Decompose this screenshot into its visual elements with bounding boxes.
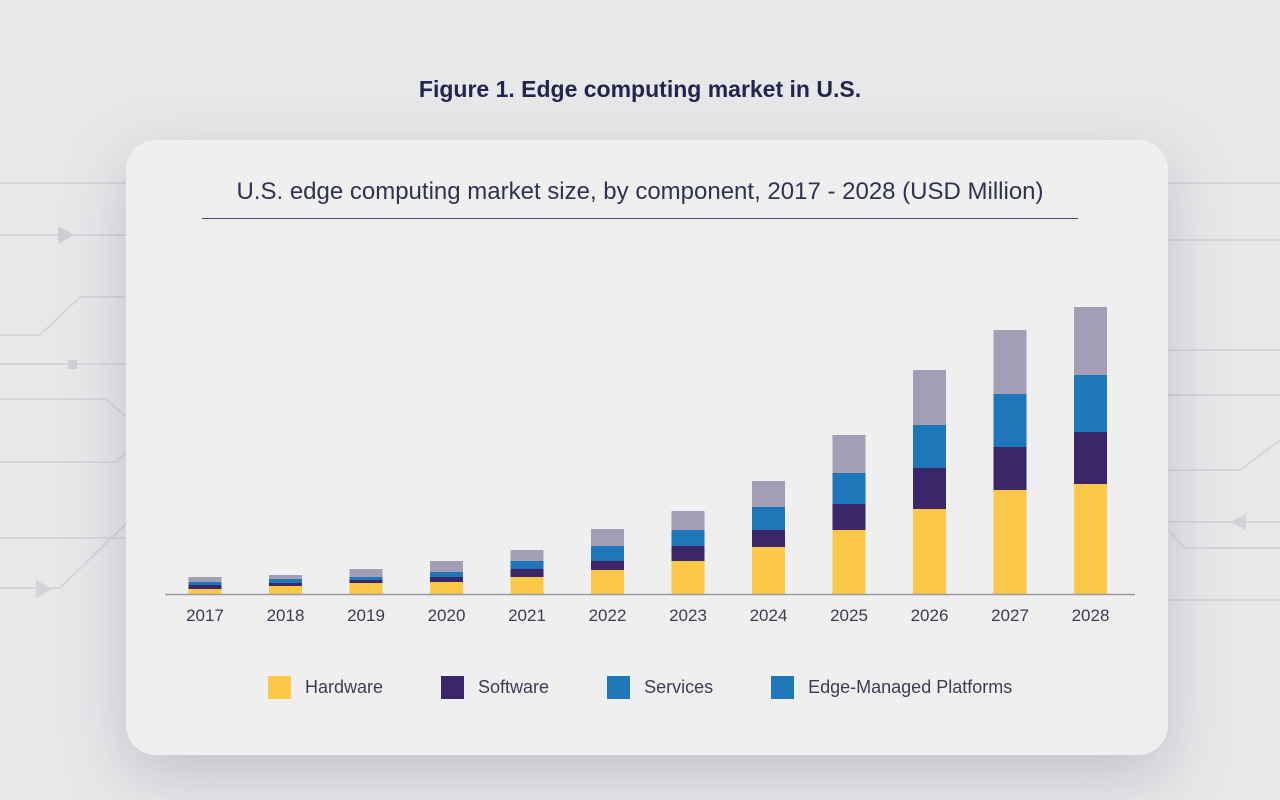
chart-card: U.S. edge computing market size, by comp… [126, 140, 1168, 755]
bar-segment-hardware-2019 [349, 583, 383, 594]
bar-segment-hardware-2020 [430, 582, 463, 594]
bar-segment-edge-managed-platforms-2028 [1074, 307, 1107, 375]
x-tick-label: 2025 [830, 606, 868, 625]
bar-segment-hardware-2018 [269, 586, 302, 594]
bar-segment-services-2024 [752, 507, 785, 530]
bar-segment-edge-managed-platforms-2020 [430, 561, 463, 572]
x-tick-label: 2021 [508, 606, 546, 625]
bar-segment-software-2021 [510, 569, 544, 577]
bar-segment-services-2017 [188, 582, 222, 585]
figure-title: Figure 1. Edge computing market in U.S. [418, 76, 862, 102]
legend-swatch [441, 676, 465, 699]
bar-segment-software-2025 [832, 504, 866, 530]
bar-segment-edge-managed-platforms-2025 [832, 435, 866, 473]
x-tick-label: 2019 [347, 606, 385, 625]
bar-segment-hardware-2021 [510, 577, 544, 594]
bar-segment-hardware-2022 [591, 570, 624, 594]
legend-item-services: Services [607, 676, 713, 699]
legend-label: Services [644, 677, 714, 697]
x-tick-label: 2017 [186, 606, 224, 625]
bar-segment-hardware-2028 [1074, 484, 1107, 594]
bar-segment-software-2020 [430, 577, 463, 582]
bar-segment-services-2018 [269, 579, 302, 583]
x-tick-label: 2027 [991, 606, 1029, 625]
chart-title: U.S. edge computing market size, by comp… [202, 178, 1078, 219]
bar-segment-software-2028 [1074, 432, 1107, 484]
legend-item-edge-managed-platforms: Edge-Managed Platforms [771, 676, 1012, 699]
legend-swatch [268, 676, 291, 699]
bar-segment-software-2018 [269, 583, 302, 586]
bar-segment-software-2024 [752, 530, 785, 547]
x-tick-label: 2022 [589, 606, 627, 625]
legend-item-software: Software [441, 676, 549, 699]
x-tick-label: 2028 [1072, 606, 1110, 625]
x-tick-label: 2018 [267, 606, 305, 625]
legend: Hardware Software Services Edge-Managed … [268, 676, 1070, 699]
bar-segment-services-2023 [671, 530, 705, 546]
legend-swatch [771, 676, 795, 699]
legend-item-hardware: Hardware [268, 676, 383, 699]
bar-segment-edge-managed-platforms-2024 [752, 481, 785, 507]
bar-segment-software-2026 [913, 468, 946, 509]
x-tick-label: 2023 [669, 606, 707, 625]
bar-segment-software-2022 [591, 561, 624, 570]
x-tick-label: 2024 [750, 606, 788, 625]
stacked-bar-chart: 2017 2018 2019 2020 2021 2022 2023 2024 2025 2026… [165, 307, 1135, 625]
bar-segment-software-2019 [349, 580, 383, 583]
legend-label: Edge-Managed Platforms [808, 677, 1013, 697]
bar-segment-hardware-2025 [832, 530, 866, 594]
bar-segment-hardware-2026 [913, 509, 946, 594]
bar-segment-hardware-2027 [993, 490, 1027, 594]
bar-segment-edge-managed-platforms-2027 [993, 330, 1027, 394]
bar-segment-edge-managed-platforms-2019 [349, 569, 383, 577]
bar-segment-hardware-2024 [752, 547, 785, 594]
bar-segment-services-2027 [993, 394, 1027, 447]
bar-segment-services-2025 [832, 473, 866, 504]
bar-segment-services-2021 [510, 561, 544, 569]
bar-segment-services-2022 [591, 546, 624, 561]
bar-segment-hardware-2023 [671, 561, 705, 594]
x-tick-label: 2020 [428, 606, 466, 625]
legend-swatch [607, 676, 631, 699]
bar-segment-software-2027 [993, 447, 1027, 490]
bar-segment-software-2017 [188, 585, 222, 589]
bar-segment-edge-managed-platforms-2022 [591, 529, 624, 546]
bar-segment-services-2019 [349, 577, 383, 580]
bar-segment-services-2028 [1074, 375, 1107, 432]
bar-segment-edge-managed-platforms-2026 [913, 370, 946, 425]
bar-segment-hardware-2017 [188, 589, 222, 594]
bar-segment-software-2023 [671, 546, 705, 561]
bar-segment-edge-managed-platforms-2017 [188, 577, 222, 582]
bar-segment-services-2026 [913, 425, 946, 468]
legend-label: Hardware [305, 677, 384, 697]
bar-segment-edge-managed-platforms-2018 [269, 575, 302, 579]
x-tick-label: 2026 [911, 606, 949, 625]
bar-segment-services-2020 [430, 572, 463, 577]
bar-segment-edge-managed-platforms-2023 [671, 511, 705, 530]
bar-segment-edge-managed-platforms-2021 [510, 550, 544, 561]
legend-label: Software [478, 677, 550, 697]
